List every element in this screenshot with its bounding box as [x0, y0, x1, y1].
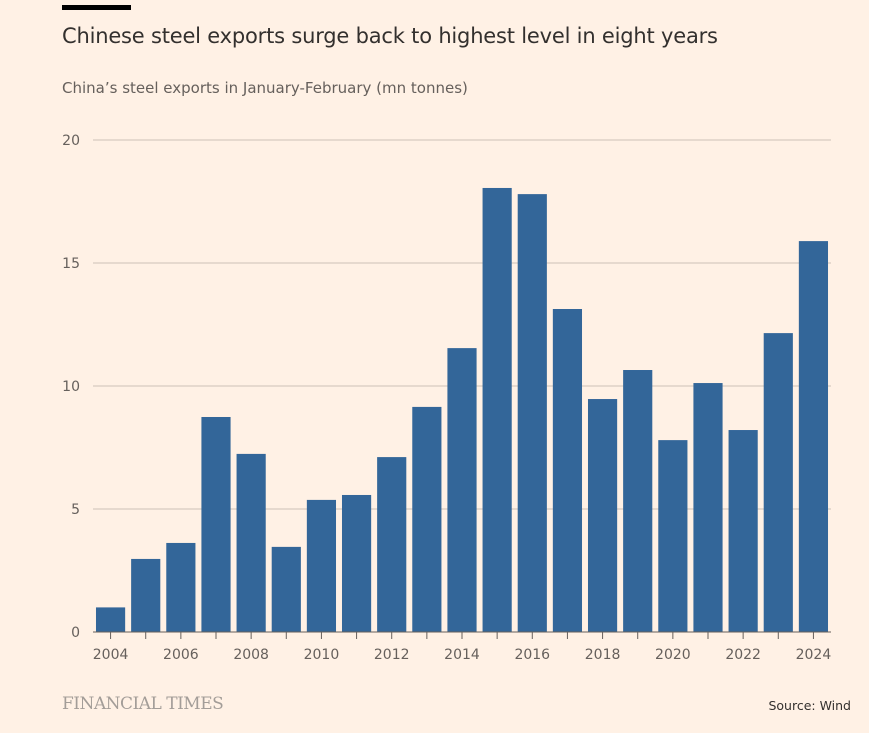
bar-2017	[552, 309, 583, 632]
x-tick-label: 2020	[655, 647, 691, 663]
bar-2024	[798, 241, 829, 632]
ft-logo: FINANCIAL TIMES	[62, 694, 224, 714]
header-rule	[62, 5, 131, 10]
bar-2021	[693, 383, 723, 632]
chart-subtitle: China’s steel exports in January-Februar…	[62, 79, 468, 97]
x-tick-label: 2014	[444, 647, 480, 663]
bar-2009	[271, 546, 301, 632]
y-tick-label: 0	[71, 625, 80, 641]
x-tick-label: 2004	[93, 647, 129, 663]
source-note: Source: Wind	[768, 698, 851, 713]
x-tick-label: 2010	[304, 647, 340, 663]
x-tick-label: 2018	[585, 647, 621, 663]
x-tick-label: 2016	[514, 647, 550, 663]
bar-2004	[95, 607, 126, 632]
x-tick-label: 2022	[725, 647, 761, 663]
bar-2005	[131, 558, 161, 632]
bar-2011	[341, 494, 372, 632]
bar-2014	[447, 348, 477, 632]
x-tick-label: 2006	[163, 647, 199, 663]
x-tick-label: 2024	[796, 647, 832, 663]
bar-2010	[306, 499, 337, 632]
bar-2015	[482, 187, 512, 632]
x-tick-label: 2008	[233, 647, 269, 663]
bar-2018	[587, 399, 618, 632]
y-tick-label: 5	[71, 502, 80, 518]
x-tick-label: 2012	[374, 647, 410, 663]
bar-2016	[517, 194, 547, 632]
bar-2012	[377, 457, 407, 632]
y-tick-label: 10	[62, 379, 80, 395]
bar-2023	[763, 333, 793, 632]
chart-title: Chinese steel exports surge back to high…	[62, 24, 718, 48]
bar-2007	[201, 416, 231, 632]
y-tick-label: 20	[62, 133, 80, 149]
bar-2020	[658, 440, 688, 632]
bar-2019	[623, 370, 653, 632]
bar-2006	[166, 542, 196, 632]
bar-2022	[728, 430, 758, 632]
bar-2013	[412, 406, 442, 632]
bar-2008	[236, 453, 266, 632]
y-tick-label: 15	[62, 256, 80, 272]
